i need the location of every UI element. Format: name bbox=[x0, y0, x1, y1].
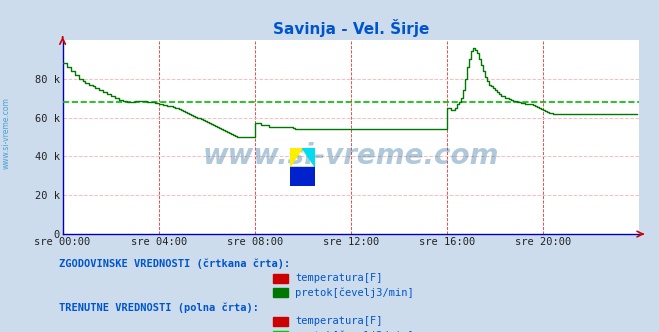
Text: pretok[čevelj3/min]: pretok[čevelj3/min] bbox=[295, 287, 414, 298]
Text: TRENUTNE VREDNOSTI (polna črta):: TRENUTNE VREDNOSTI (polna črta): bbox=[59, 303, 259, 313]
Text: www.si-vreme.com: www.si-vreme.com bbox=[2, 97, 11, 169]
Text: temperatura[F]: temperatura[F] bbox=[295, 316, 383, 326]
Polygon shape bbox=[290, 148, 302, 167]
Text: ZGODOVINSKE VREDNOSTI (črtkana črta):: ZGODOVINSKE VREDNOSTI (črtkana črta): bbox=[59, 259, 291, 270]
Polygon shape bbox=[290, 167, 315, 186]
Title: Savinja - Vel. Širje: Savinja - Vel. Širje bbox=[273, 19, 429, 37]
Text: pretok[čevelj3/min]: pretok[čevelj3/min] bbox=[295, 330, 414, 332]
Text: www.si-vreme.com: www.si-vreme.com bbox=[203, 142, 499, 170]
Polygon shape bbox=[302, 148, 315, 167]
Text: temperatura[F]: temperatura[F] bbox=[295, 273, 383, 283]
